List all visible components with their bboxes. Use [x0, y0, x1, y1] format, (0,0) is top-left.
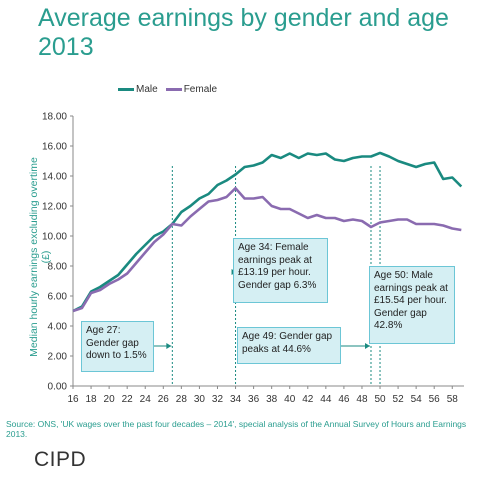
x-tick-label: 30 — [194, 394, 206, 405]
arrow-age-27-head — [166, 343, 172, 349]
legend-swatch-female — [165, 88, 182, 91]
x-tick-label: 32 — [212, 394, 224, 405]
x-tick-label: 16 — [67, 394, 79, 405]
x-tick-label: 20 — [104, 394, 116, 405]
cipd-logo: CIPD — [34, 448, 87, 471]
x-tick-label: 56 — [429, 394, 441, 405]
legend-item-male: Male — [118, 84, 158, 95]
x-tick-label: 36 — [248, 394, 260, 405]
chart-title: Average earnings by gender and age 2013 — [38, 4, 449, 61]
legend: Male Female — [118, 84, 217, 95]
y-tick-label: 8.00 — [48, 262, 68, 273]
series-line-female — [72, 186, 462, 313]
legend-label-female: Female — [183, 84, 218, 95]
y-tick-label: 16.00 — [42, 142, 67, 153]
x-tick-label: 50 — [374, 394, 386, 405]
y-tick-label: 2.00 — [48, 352, 68, 363]
note-age-34: Age 34: Female earnings peak at £13.19 p… — [233, 238, 328, 303]
x-tick-label: 44 — [320, 394, 332, 405]
y-tick-label: 14.00 — [42, 172, 67, 183]
x-tick-label: 40 — [284, 394, 296, 405]
arrow-age-49-head — [364, 343, 370, 349]
legend-item-female: Female — [165, 84, 218, 95]
x-tick-label: 58 — [447, 394, 459, 405]
note-age-49: Age 49: Gender gap peaks at 44.6% — [237, 327, 341, 364]
source-note: Source: ONS, 'UK wages over the past fou… — [6, 419, 467, 439]
series-line-male — [72, 151, 463, 313]
x-tick-label: 46 — [338, 394, 350, 405]
x-tick-label: 22 — [122, 394, 134, 405]
y-tick-label: 6.00 — [48, 292, 68, 303]
y-tick-label: 10.00 — [42, 232, 67, 243]
note-age-27: Age 27: Gender gap down to 1.5% — [81, 321, 154, 372]
legend-label-male: Male — [136, 84, 158, 95]
x-tick-label: 18 — [85, 394, 97, 405]
x-tick-label: 24 — [140, 394, 152, 405]
x-tick-label: 52 — [393, 394, 405, 405]
y-tick-label: 4.00 — [48, 322, 68, 333]
x-tick-label: 38 — [266, 394, 278, 405]
chart-svg: 0.00 2.00 4.00 6.00 8.00 10.00 12.00 14.00 16.00… — [42, 112, 464, 405]
x-tick-label: 28 — [176, 394, 188, 405]
y-tick-label: 0.00 — [48, 382, 68, 393]
x-tick-label: 26 — [158, 394, 170, 405]
x-tick-label: 42 — [302, 394, 314, 405]
legend-swatch-male — [118, 88, 134, 91]
x-tick-label: 48 — [356, 394, 368, 405]
x-tick-label: 54 — [411, 394, 423, 405]
y-tick-label: 18.00 — [42, 112, 67, 123]
note-age-50: Age 50: Male earnings peak at £15.54 per… — [369, 266, 455, 344]
y-tick-label: 12.00 — [42, 202, 67, 213]
x-tick-label: 34 — [230, 394, 242, 405]
